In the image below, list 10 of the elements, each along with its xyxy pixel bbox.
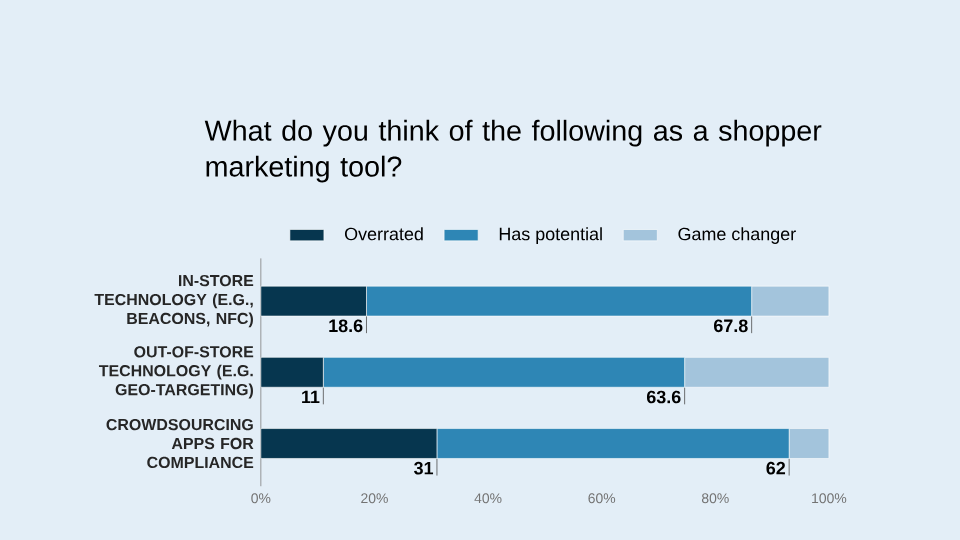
legend-label: Has potential <box>499 227 602 244</box>
legend-label: Overrated <box>344 227 423 241</box>
data-label: 67.8 <box>714 319 748 333</box>
legend-label: Game changer <box>678 227 796 244</box>
data-label: 62 <box>766 461 786 475</box>
data-label: 31 <box>414 461 434 475</box>
data-label: 11 <box>302 390 320 403</box>
data-label: 18.6 <box>329 319 363 333</box>
data-label: 63.6 <box>646 390 681 404</box>
chart-title: What do you think of the following as a shopper marketing tool? <box>204 119 822 183</box>
